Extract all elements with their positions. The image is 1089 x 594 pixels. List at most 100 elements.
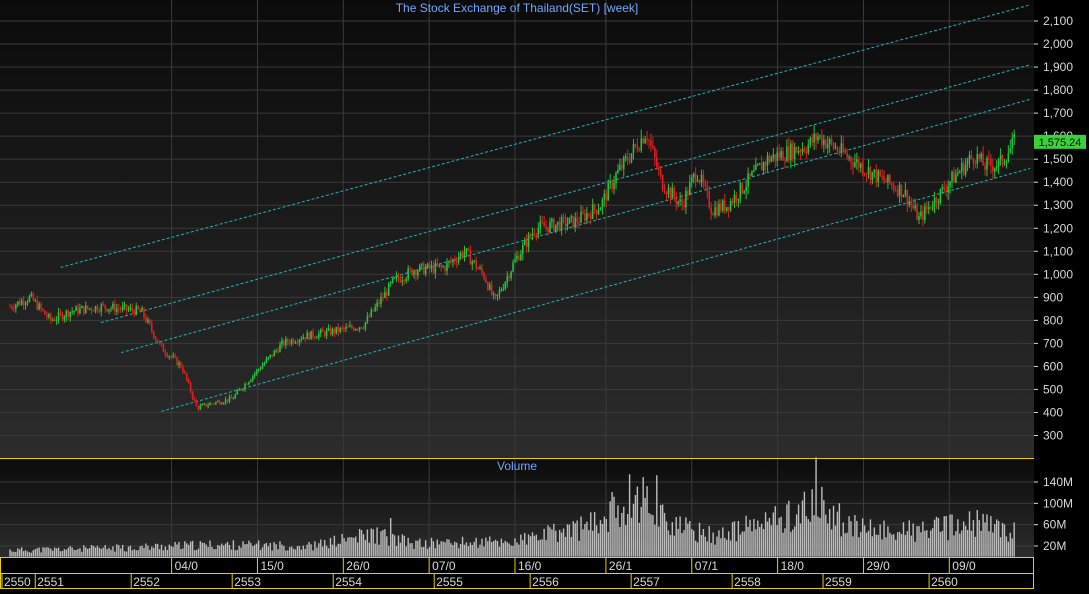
candle-body — [832, 142, 835, 149]
candle-body — [452, 259, 454, 263]
candle-body — [819, 135, 821, 137]
volume-bar — [980, 530, 982, 557]
candle-body — [461, 252, 464, 257]
volume-bar — [597, 533, 600, 557]
candle-body — [970, 155, 973, 159]
y-tick-label: 1,400 — [1043, 175, 1073, 189]
candle-body — [889, 174, 891, 184]
candle-body — [731, 200, 734, 203]
candle-body — [990, 159, 992, 166]
volume-bar — [844, 533, 846, 557]
volume-bar — [968, 511, 971, 557]
candle-body — [20, 300, 23, 305]
candle-body — [98, 310, 101, 312]
candle-body — [982, 153, 984, 166]
volume-bar — [640, 506, 642, 557]
volume-bar — [803, 491, 806, 557]
volume-bar — [232, 540, 235, 557]
candle-body — [349, 325, 351, 327]
volume-bar — [593, 512, 596, 557]
candle-body — [826, 144, 829, 149]
candle-body — [576, 217, 578, 223]
volume-bar — [63, 549, 66, 557]
candle-body — [366, 316, 369, 323]
candle-body — [696, 180, 699, 182]
candle-body — [914, 205, 916, 209]
candle-body — [595, 209, 598, 214]
volume-bar — [716, 536, 718, 557]
candle-body — [308, 332, 310, 340]
candle-body — [749, 173, 751, 176]
volume-bar — [79, 548, 81, 557]
volume-bar — [314, 541, 316, 557]
volume-bar — [879, 524, 881, 557]
candle-body — [924, 206, 926, 220]
candle-body — [720, 203, 722, 211]
volume-bar — [149, 549, 151, 557]
x-year-label: 2559 — [825, 575, 852, 589]
candle-body — [384, 291, 386, 298]
candle-body — [828, 139, 831, 145]
candle-body — [376, 302, 378, 307]
candle-body — [838, 151, 841, 153]
x-year-label: 2556 — [532, 575, 559, 589]
volume-bar — [265, 542, 268, 557]
candle-body — [455, 261, 458, 263]
volume-bar — [391, 533, 394, 557]
volume-bar — [481, 538, 483, 557]
volume-bar — [450, 543, 452, 557]
volume-bar — [22, 551, 25, 557]
volume-bar — [650, 514, 652, 557]
candle-body — [422, 263, 425, 275]
candle-body — [228, 396, 231, 402]
candle-body — [751, 171, 753, 176]
volume-bar — [69, 546, 71, 557]
volume-bar — [296, 546, 299, 557]
volume-bar — [298, 546, 301, 557]
volume-bar — [81, 551, 83, 557]
volume-bar — [205, 544, 207, 557]
volume-bar — [382, 529, 384, 557]
volume-bar — [335, 546, 338, 557]
candle-body — [817, 136, 819, 141]
volume-bar — [929, 530, 932, 557]
candle-body — [172, 355, 174, 357]
candle-body — [976, 153, 979, 164]
candle-body — [211, 403, 213, 405]
volume-bar — [722, 527, 724, 557]
candle-body — [999, 155, 1002, 160]
candle-body — [856, 159, 858, 163]
candle-body — [669, 187, 672, 199]
volume-bar — [423, 546, 425, 557]
candle-body — [18, 301, 21, 305]
volume-bar — [871, 536, 874, 557]
candle-body — [737, 198, 740, 201]
volume-bar — [1013, 522, 1015, 557]
candle-body — [574, 217, 577, 228]
candle-body — [65, 310, 68, 317]
price-grid — [0, 0, 1034, 458]
candle-body — [521, 245, 524, 255]
volume-bar — [174, 541, 176, 557]
volume-bar — [873, 527, 876, 557]
candle-body — [205, 403, 207, 407]
volume-bar — [735, 541, 738, 557]
candle-body — [145, 317, 147, 323]
candle-body — [916, 205, 918, 220]
candle-body — [341, 327, 343, 329]
volume-bar — [951, 514, 953, 557]
volume-bar — [252, 546, 254, 557]
volume-bar — [578, 540, 580, 557]
volume-title: Volume — [497, 459, 537, 473]
candle-body — [405, 278, 408, 281]
volume-bar — [477, 547, 479, 557]
candle-body — [477, 268, 479, 270]
candle-body — [677, 201, 679, 204]
candle-body — [382, 297, 384, 299]
candle-body — [547, 226, 549, 232]
volume-bar — [193, 550, 196, 557]
volume-bar — [894, 539, 897, 557]
volume-bar — [877, 534, 879, 557]
candle-body — [75, 306, 77, 311]
volume-bar — [281, 544, 283, 557]
